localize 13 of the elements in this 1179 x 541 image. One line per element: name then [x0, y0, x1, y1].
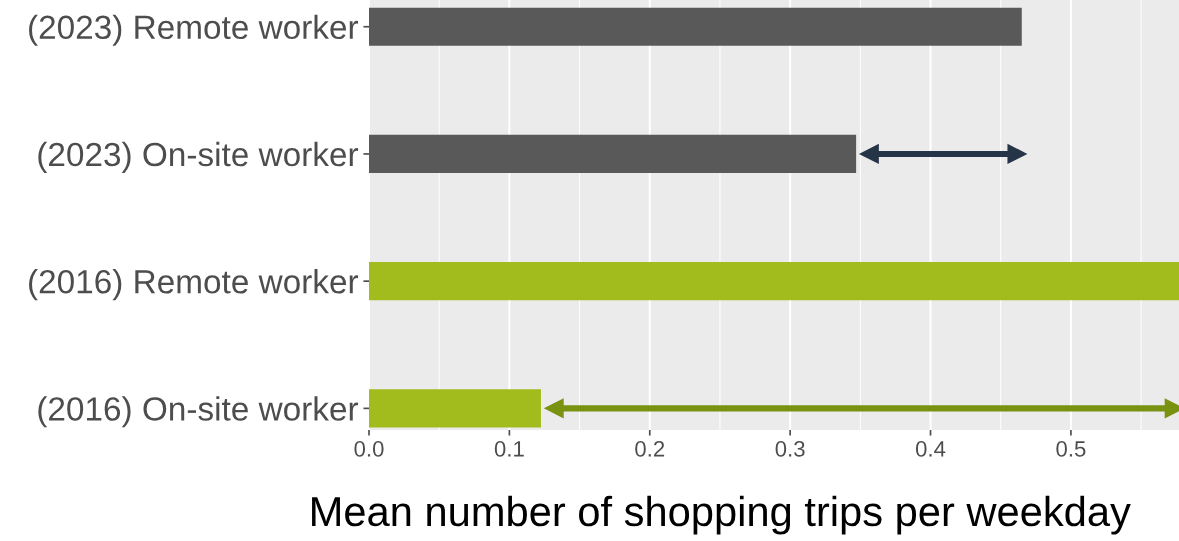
x-tick-label: 0.5	[1056, 441, 1086, 457]
y-tick-label: (2016) On-site worker	[38, 396, 359, 428]
bar	[369, 262, 1179, 301]
y-tick-label: (2023) On-site worker	[38, 141, 359, 173]
y-tick-label: (2016) Remote worker	[29, 269, 359, 301]
x-tick-label: 0.0	[354, 441, 384, 457]
x-tick-label: 0.4	[915, 441, 946, 457]
x-tick-label: 0.1	[494, 441, 524, 457]
x-axis-title: Mean number of shopping trips per weekday	[312, 495, 1131, 535]
x-tick-label: 0.3	[775, 441, 805, 457]
bar	[369, 389, 541, 428]
x-tick-label: 0.2	[635, 441, 665, 457]
y-tick-label: (2023) Remote worker	[29, 14, 359, 46]
